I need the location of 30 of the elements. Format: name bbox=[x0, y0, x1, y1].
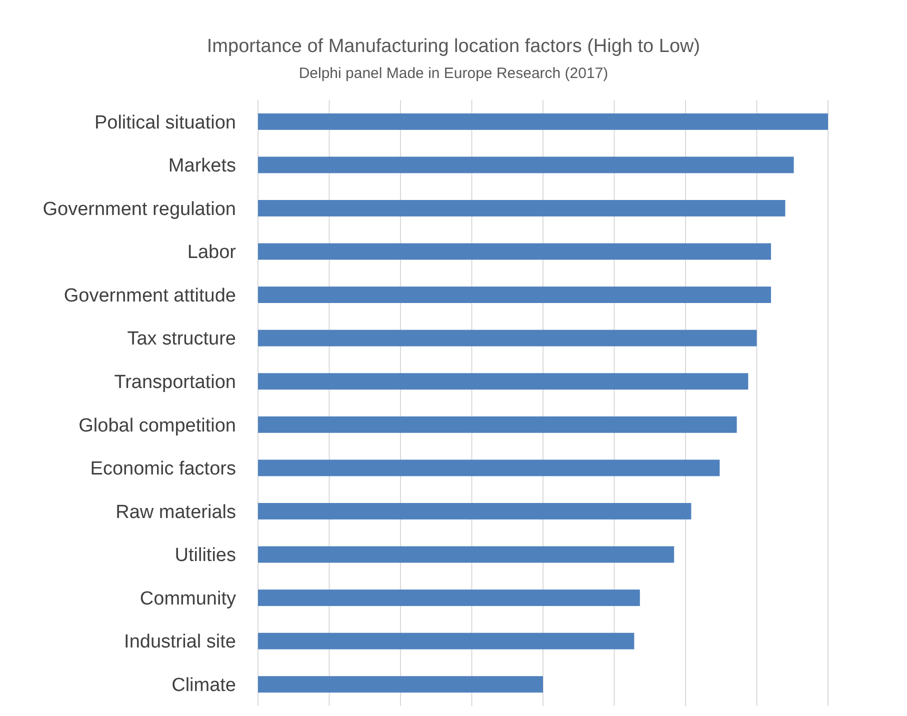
bar bbox=[258, 373, 748, 390]
y-tick-label: Tax structure bbox=[127, 328, 236, 350]
bar bbox=[258, 113, 828, 130]
bar bbox=[258, 156, 794, 174]
chart-title: Importance of Manufacturing location factors (High to Low) bbox=[206, 36, 700, 57]
y-tick-label: Economic factors bbox=[90, 458, 236, 480]
y-tick-label: Utilities bbox=[174, 545, 236, 566]
bar bbox=[258, 286, 771, 304]
y-tick-label: Government regulation bbox=[42, 198, 236, 220]
y-tick-label: Markets bbox=[168, 156, 236, 177]
bar bbox=[258, 330, 757, 346]
bar bbox=[258, 676, 543, 693]
y-tick-label: Climate bbox=[172, 675, 236, 696]
y-tick-label: Labor bbox=[187, 242, 237, 264]
bar bbox=[258, 502, 692, 520]
bar bbox=[258, 632, 634, 650]
bar bbox=[258, 200, 786, 216]
y-tick-label: Government attitude bbox=[64, 285, 236, 306]
bar bbox=[258, 590, 640, 606]
bar bbox=[258, 243, 771, 260]
y-tick-label: Raw materials bbox=[116, 502, 236, 523]
chart-subtitle: Delphi panel Made in Europe Research (2017) bbox=[298, 65, 608, 82]
y-tick-label: Community bbox=[140, 588, 236, 610]
bar bbox=[258, 416, 737, 433]
y-tick-label: Global competition bbox=[78, 415, 236, 436]
bar bbox=[258, 460, 720, 476]
bar bbox=[258, 546, 674, 563]
y-tick-label: Political situation bbox=[94, 112, 236, 134]
y-tick-label: Industrial site bbox=[124, 632, 236, 653]
y-tick-label: Transportation bbox=[114, 372, 236, 394]
